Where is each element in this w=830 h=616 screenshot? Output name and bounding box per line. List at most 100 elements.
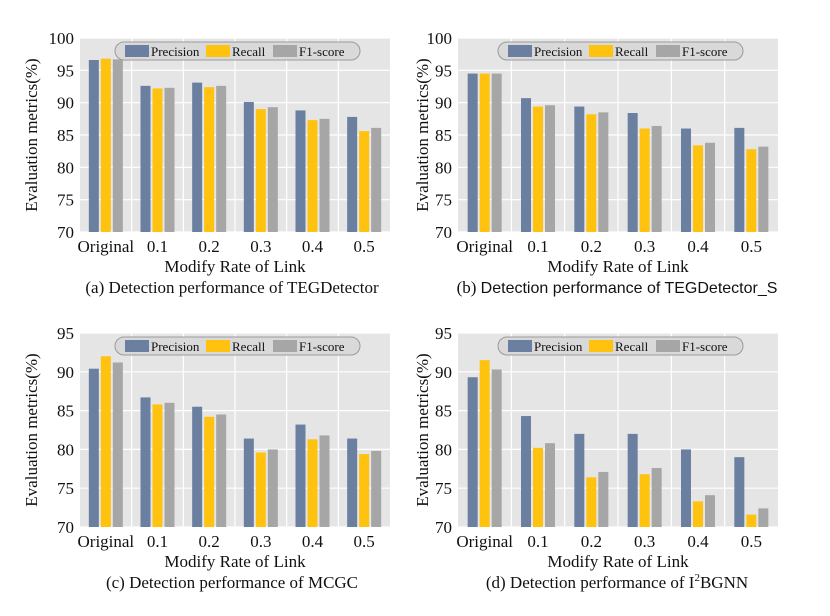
bar-recall-2 (204, 87, 215, 232)
legend-swatch-recall (206, 340, 230, 352)
y-tick-label: 75 (435, 191, 452, 210)
bar-precision-1 (521, 416, 531, 527)
y-tick-label: 70 (57, 223, 74, 242)
bar-precision-4 (681, 449, 691, 527)
x-tick-label: 0.3 (634, 532, 655, 551)
bar-recall-4 (307, 439, 318, 527)
x-tick-label: 0.5 (741, 237, 762, 256)
bar-f1-2 (598, 471, 609, 527)
bar-precision-4 (295, 110, 306, 232)
bar-recall-0 (100, 58, 111, 233)
legend-label-f1: F1-score (299, 44, 345, 59)
bar-f1-1 (164, 402, 175, 527)
caption-part: (b) (457, 278, 481, 297)
x-tick-label: Original (456, 532, 513, 551)
y-tick-label: 90 (57, 94, 74, 113)
bar-precision-2 (574, 433, 585, 527)
bar-recall-1 (533, 106, 543, 232)
bar-f1-0 (491, 369, 502, 527)
bar-precision-3 (243, 102, 254, 233)
legend-label-precision: Precision (151, 44, 200, 59)
bar-f1-3 (651, 125, 662, 232)
bar-recall-2 (204, 416, 215, 527)
bar-f1-5 (371, 450, 382, 527)
bar-precision-0 (467, 377, 478, 527)
caption-part: Detection performance of TEGDetector_S (481, 280, 778, 297)
x-tick-label: 0.1 (147, 237, 168, 256)
legend-label-precision: Precision (534, 44, 583, 59)
bar-precision-2 (574, 106, 585, 232)
x-tick-label: 0.4 (302, 237, 324, 256)
y-tick-label: 80 (57, 158, 74, 177)
x-axis-label: Modify Rate of Link (164, 257, 306, 276)
x-axis-label: Modify Rate of Link (547, 552, 689, 571)
legend-label-recall: Recall (232, 44, 266, 59)
bar-recall-4 (307, 120, 318, 232)
x-tick-label: 0.2 (199, 532, 220, 551)
legend-swatch-f1 (273, 340, 297, 352)
x-axis-label: Modify Rate of Link (164, 552, 306, 571)
x-tick-label: Original (78, 237, 135, 256)
y-tick-label: 80 (435, 158, 452, 177)
x-tick-label: 0.5 (354, 532, 375, 551)
legend: Precision Recall F1-score (114, 336, 361, 356)
bar-f1-5 (758, 508, 769, 527)
y-tick-label: 85 (57, 402, 74, 421)
x-tick-label: Original (456, 237, 513, 256)
panel-caption: (b) Detection performance of TEGDetector… (457, 278, 778, 297)
bar-precision-0 (88, 368, 99, 527)
bar-f1-2 (598, 112, 609, 232)
x-tick-label: 0.2 (581, 237, 602, 256)
x-tick-label: 0.3 (250, 237, 271, 256)
chart-panel-d: 70 75 80 85 90 95 Original 0.1 0.2 0.3 0.4 0.5 Modif… (413, 324, 778, 592)
bar-f1-1 (545, 105, 555, 232)
legend-box (114, 336, 361, 356)
legend-swatch-precision (125, 45, 149, 57)
legend-label-f1: F1-score (299, 339, 345, 354)
legend-label-recall: Recall (232, 339, 266, 354)
y-tick-label: 90 (435, 363, 452, 382)
y-tick-label: 95 (57, 61, 74, 80)
bar-f1-4 (319, 435, 330, 527)
x-tick-label: 0.1 (527, 532, 548, 551)
bar-precision-5 (347, 438, 358, 527)
bar-recall-4 (693, 145, 703, 232)
chart-panel-b: 70 75 80 85 90 95 100 Original 0.1 0.2 0.3 0.4 0.5 Mo… (413, 29, 778, 297)
y-tick-label: 70 (435, 518, 452, 537)
caption-part: (d) Detection performance of I (486, 573, 695, 592)
bar-precision-0 (88, 59, 99, 233)
bar-precision-0 (467, 73, 478, 232)
y-axis-label: Evaluation metrics(%) (413, 58, 432, 211)
bar-f1-0 (112, 59, 123, 233)
y-tick-label: 95 (435, 324, 452, 343)
bar-recall-1 (152, 88, 163, 232)
y-tick-label: 95 (57, 324, 74, 343)
legend-swatch-f1 (656, 340, 680, 352)
panel-caption: (d) Detection performance of I2BGNN (486, 572, 748, 592)
bar-f1-4 (705, 142, 715, 232)
legend-label-precision: Precision (534, 339, 583, 354)
y-tick-label: 70 (57, 518, 74, 537)
bar-precision-5 (734, 457, 745, 527)
legend-swatch-precision (508, 340, 532, 352)
y-axis-label: Evaluation metrics(%) (22, 58, 41, 211)
bar-recall-1 (533, 447, 543, 527)
bar-f1-1 (164, 87, 175, 232)
bar-recall-3 (255, 109, 266, 232)
bar-recall-2 (586, 477, 597, 527)
bar-recall-5 (746, 514, 757, 527)
x-tick-label: 0.2 (199, 237, 220, 256)
bar-recall-3 (639, 474, 650, 527)
legend-label-recall: Recall (615, 44, 649, 59)
bar-precision-5 (734, 127, 745, 232)
legend: Precision Recall F1-score (497, 41, 744, 61)
bar-recall-0 (100, 356, 111, 527)
y-tick-label: 80 (57, 440, 74, 459)
legend-label-f1: F1-score (682, 339, 728, 354)
bar-f1-0 (112, 362, 123, 527)
x-tick-label: 0.2 (581, 532, 602, 551)
chart-panel-a: 70 75 80 85 90 95 100 Original 0.1 0.2 0.3 0.4 0.5 Mo… (22, 29, 390, 297)
bar-recall-4 (693, 501, 703, 527)
legend-box (497, 336, 744, 356)
